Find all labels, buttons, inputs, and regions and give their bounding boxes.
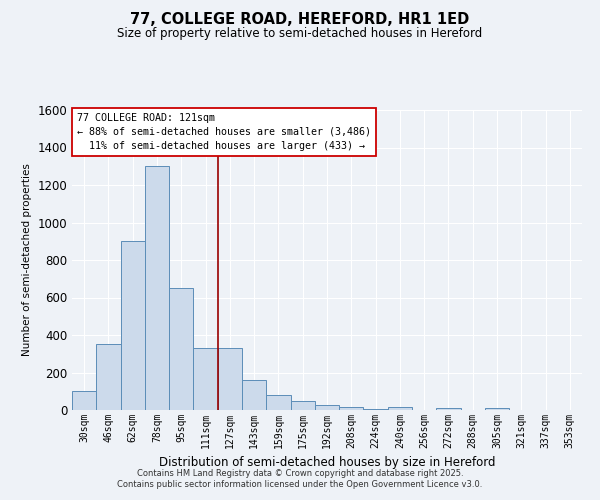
Bar: [339, 407, 364, 410]
Bar: [290, 400, 315, 410]
Bar: [364, 409, 388, 410]
Text: Contains HM Land Registry data © Crown copyright and database right 2025.: Contains HM Land Registry data © Crown c…: [137, 468, 463, 477]
Bar: [72, 391, 96, 410]
Bar: [388, 407, 412, 410]
Bar: [121, 242, 145, 410]
Bar: [169, 288, 193, 410]
Text: Size of property relative to semi-detached houses in Hereford: Size of property relative to semi-detach…: [118, 28, 482, 40]
Text: 77 COLLEGE ROAD: 121sqm
← 88% of semi-detached houses are smaller (3,486)
  11% : 77 COLLEGE ROAD: 121sqm ← 88% of semi-de…: [77, 113, 371, 151]
Bar: [96, 344, 121, 410]
X-axis label: Distribution of semi-detached houses by size in Hereford: Distribution of semi-detached houses by …: [159, 456, 495, 469]
Y-axis label: Number of semi-detached properties: Number of semi-detached properties: [22, 164, 32, 356]
Bar: [242, 380, 266, 410]
Bar: [266, 395, 290, 410]
Text: Contains public sector information licensed under the Open Government Licence v3: Contains public sector information licen…: [118, 480, 482, 489]
Bar: [436, 408, 461, 410]
Bar: [315, 406, 339, 410]
Bar: [485, 408, 509, 410]
Bar: [218, 348, 242, 410]
Bar: [193, 348, 218, 410]
Bar: [145, 166, 169, 410]
Text: 77, COLLEGE ROAD, HEREFORD, HR1 1ED: 77, COLLEGE ROAD, HEREFORD, HR1 1ED: [130, 12, 470, 28]
